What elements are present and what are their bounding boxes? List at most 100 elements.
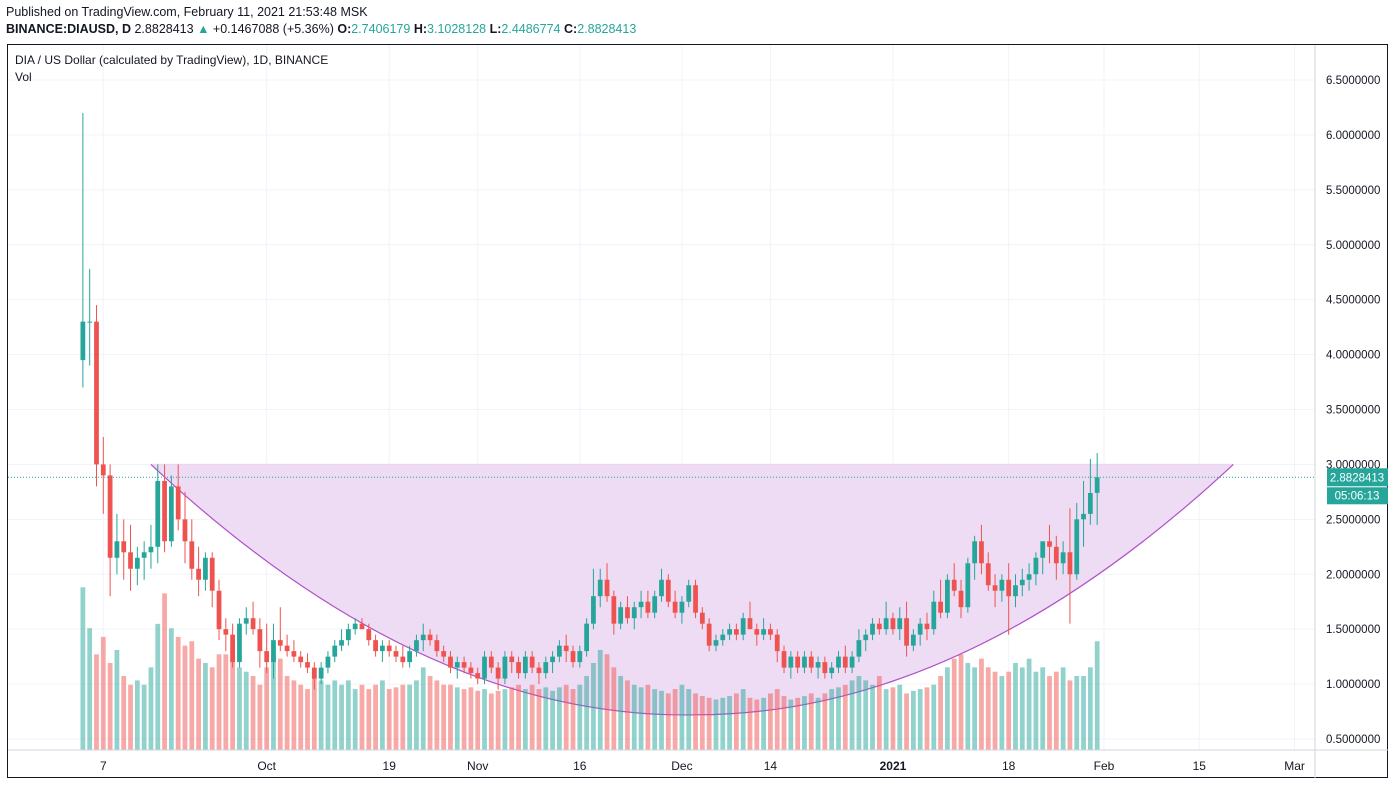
volume-bar — [386, 689, 392, 750]
y-tick-label: 5.0000000 — [1326, 240, 1380, 252]
candle-body — [788, 656, 794, 668]
candle-body — [611, 596, 617, 624]
volume-bar — [502, 689, 508, 750]
volume-bar — [945, 667, 950, 750]
candle-body — [958, 590, 964, 608]
volume-bar — [482, 689, 487, 750]
x-tick-label: Feb — [1094, 759, 1115, 773]
candle-body — [420, 634, 426, 641]
candle-body — [945, 579, 950, 613]
countdown-bg — [1327, 487, 1388, 505]
candle-body — [277, 640, 283, 646]
volume-bar — [1081, 676, 1086, 750]
candle-body — [856, 640, 862, 657]
open-value: 2.7406179 — [351, 22, 411, 36]
volume-bar — [584, 676, 590, 750]
volume-bar — [448, 684, 453, 750]
volume-bar — [747, 697, 753, 750]
volume-bar — [890, 687, 896, 750]
volume-bar — [768, 693, 773, 750]
candle-body — [979, 541, 984, 564]
candle-body — [904, 618, 909, 646]
candle-body — [325, 656, 331, 668]
volume-bar — [134, 680, 140, 750]
chart-frame[interactable] — [7, 44, 1388, 778]
candle-body — [529, 656, 535, 668]
volume-bar — [175, 636, 181, 750]
y-tick-label: 5.5000000 — [1326, 185, 1380, 197]
volume-bar — [1019, 667, 1025, 750]
volume-bar — [611, 667, 617, 750]
volume-bar — [332, 680, 338, 750]
candle-body — [100, 464, 106, 476]
volume-bar — [985, 667, 991, 750]
volume-bar — [781, 696, 787, 750]
candle-body — [284, 645, 290, 652]
volume-bar — [849, 680, 855, 750]
candle-body — [815, 662, 821, 668]
y-tick-label: 4.0000000 — [1326, 350, 1380, 362]
volume-bar — [271, 654, 276, 750]
volume-bar — [808, 693, 814, 750]
volume-bar — [196, 658, 201, 750]
candle-body — [400, 656, 406, 663]
candle-body — [339, 640, 344, 646]
candle-body — [359, 623, 365, 630]
volume-bar — [257, 684, 263, 750]
volume-bar — [495, 690, 501, 750]
candle-body — [1094, 477, 1100, 493]
x-tick-label: Dec — [671, 759, 692, 773]
volume-bar — [897, 684, 903, 750]
candle-body — [468, 667, 474, 674]
volume-bar — [904, 693, 909, 750]
volume-bar — [352, 689, 358, 750]
volume-bar — [842, 684, 848, 750]
volume-bar — [121, 676, 127, 750]
volume-bar — [917, 689, 923, 750]
volume-bar — [631, 684, 637, 750]
y-tick-label: 1.5000000 — [1326, 624, 1380, 636]
candle-body — [298, 656, 304, 663]
candle-body — [1019, 579, 1025, 586]
candle-body — [631, 607, 637, 619]
candle-body — [659, 579, 664, 597]
candle-body — [536, 667, 542, 674]
chart-legend-title: DIA / US Dollar (calculated by TradingVi… — [15, 53, 329, 67]
candle-body — [727, 629, 732, 635]
volume-bar — [740, 689, 746, 750]
x-tick-label: Nov — [467, 759, 488, 773]
volume-bar — [216, 654, 222, 750]
candle-body — [168, 486, 174, 542]
candle-body — [373, 640, 378, 652]
candle-body — [618, 607, 624, 624]
candle-body — [910, 634, 916, 646]
candle-body — [196, 568, 201, 580]
candle-body — [271, 640, 276, 663]
volume-bar — [733, 693, 739, 750]
candle-body — [713, 640, 719, 646]
volume-bar — [318, 680, 324, 750]
volume-bar — [359, 684, 365, 750]
volume-bar — [863, 680, 869, 750]
volume-bar — [570, 689, 576, 750]
candle-body — [257, 629, 263, 652]
candle-body — [1081, 513, 1086, 520]
volume-bar — [373, 684, 378, 750]
volume-bar — [706, 697, 712, 750]
volume-bar — [543, 687, 549, 750]
volume-bar — [910, 690, 916, 750]
volume-bar — [870, 684, 875, 750]
candle-body — [686, 585, 692, 602]
close-label: C: — [563, 22, 578, 36]
volume-bar — [339, 684, 344, 750]
volume-bar — [100, 636, 106, 750]
candle-body — [250, 618, 256, 630]
candle-body — [591, 596, 596, 624]
volume-bar — [720, 697, 726, 750]
volume-bar — [883, 689, 889, 750]
candle-body — [488, 656, 494, 668]
high-label: H: — [413, 22, 428, 36]
candle-body — [597, 579, 603, 597]
candle-body — [938, 601, 943, 613]
